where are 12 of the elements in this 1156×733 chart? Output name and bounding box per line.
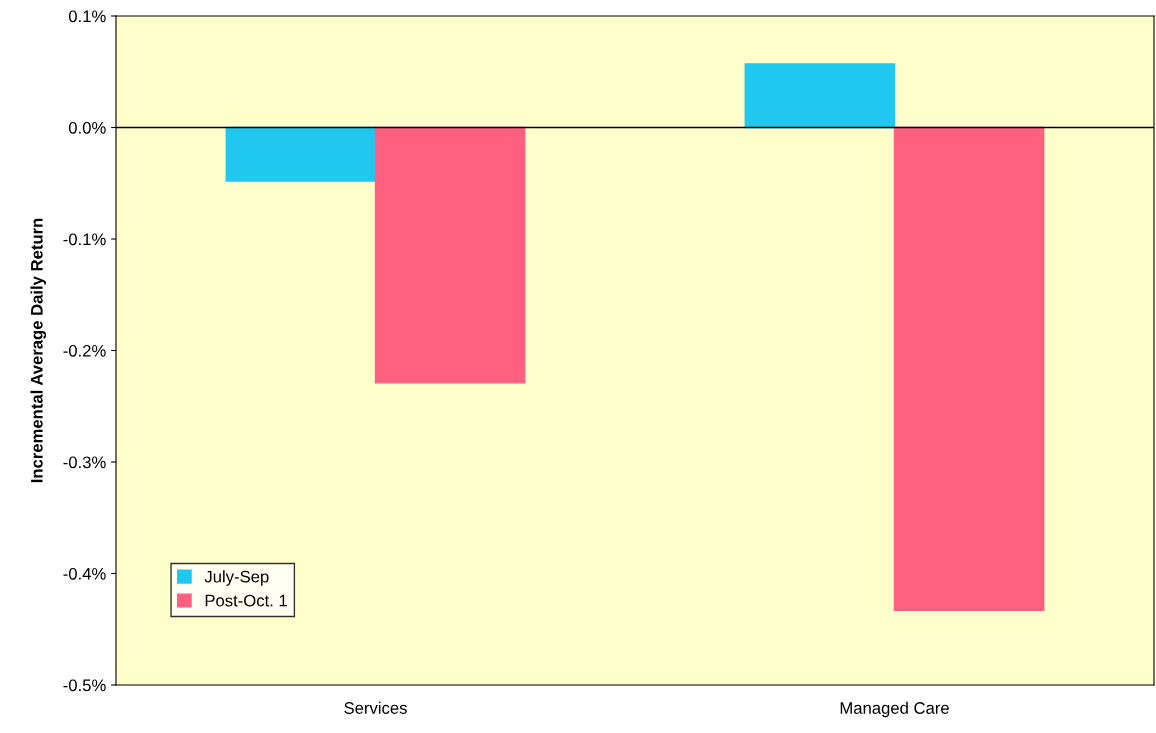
y-axis-title: Incremental Average Daily Return (30, 218, 47, 483)
y-tick-label: -0.4% (63, 567, 106, 580)
y-tick-label: -0.2% (63, 344, 106, 357)
y-tick-label: -0.3% (63, 456, 106, 469)
y-tick-label: -0.5% (63, 679, 106, 692)
y-tick-label: -0.1% (63, 233, 106, 246)
y-tick-label: 0.0% (68, 121, 106, 134)
legend-label: Post-Oct. 1 (205, 594, 287, 607)
x-tick-label: Services (344, 701, 407, 714)
legend-label: July-Sep (204, 570, 269, 586)
x-tick-label: Managed Care (840, 701, 949, 718)
y-tick-label: 0.1% (68, 10, 106, 23)
